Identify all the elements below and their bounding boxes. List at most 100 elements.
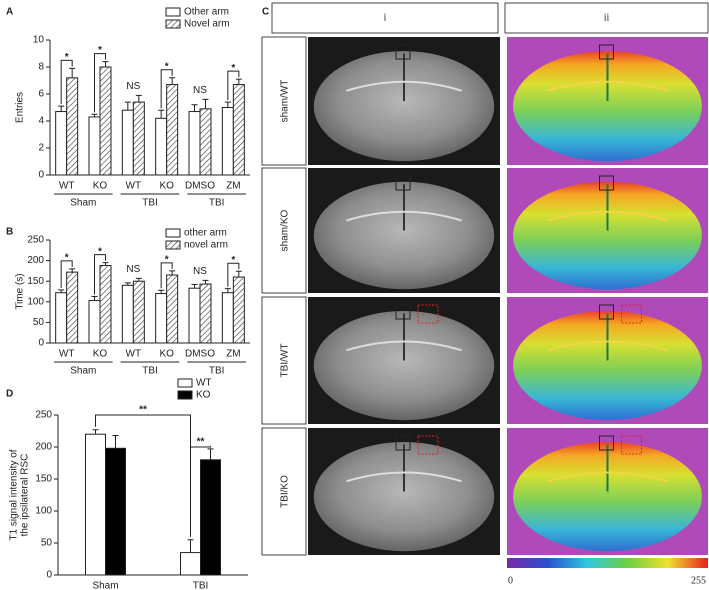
y-tick-label: 250 (27, 235, 44, 246)
bar (199, 283, 212, 344)
significance-bracket (227, 262, 240, 287)
y-axis-label: Time (s) (15, 273, 26, 309)
x-tick-label: ZM (226, 349, 240, 360)
bar (105, 447, 126, 576)
error-bar (58, 105, 65, 112)
roi-box (599, 44, 614, 60)
error-bar (92, 429, 99, 435)
ventricle (546, 340, 669, 352)
error-bar (91, 295, 98, 301)
row-label: TBI/KO (280, 475, 291, 508)
error-bar (135, 277, 142, 282)
column-header: ii (604, 12, 610, 23)
error-bar (112, 434, 119, 449)
y-tick-label: 200 (27, 255, 44, 266)
y-tick-label: 8 (38, 62, 44, 73)
significance-bracket (190, 445, 211, 537)
x-tick-label: Sham (92, 581, 118, 590)
legend-label: Novel arm (184, 19, 230, 30)
significance-label: * (165, 255, 169, 266)
error-bar (158, 289, 165, 294)
group-label: TBI (142, 366, 158, 377)
bar (166, 274, 179, 344)
y-tick-label: 150 (35, 474, 52, 485)
brain-slice (313, 181, 495, 290)
significance-bracket (94, 53, 106, 113)
group-label: TBI (209, 366, 225, 377)
ventricle (346, 340, 462, 352)
significance-label: NS (193, 266, 207, 277)
bar (232, 84, 245, 176)
error-bar (102, 262, 109, 266)
bar (200, 459, 221, 576)
significance-bracket (60, 59, 73, 105)
row-label-box (261, 296, 307, 425)
significance-label: * (65, 52, 69, 63)
x-tick-label: WT (59, 181, 75, 192)
x-tick-label: DMSO (185, 181, 215, 192)
row-label-box (261, 167, 307, 294)
legend-label: other arm (184, 228, 227, 239)
ventricle (546, 471, 669, 483)
significance-bracket (60, 260, 73, 288)
lesion-roi-box (621, 435, 642, 455)
bar (55, 111, 68, 176)
y-tick-label: 50 (33, 317, 45, 328)
row-label: TBI/WT (280, 344, 291, 378)
bar (88, 300, 101, 344)
significance-label: ** (139, 405, 147, 416)
y-tick-label: 50 (41, 538, 53, 549)
ventricle (346, 210, 462, 222)
group-label: TBI (142, 198, 158, 209)
significance-label: NS (193, 85, 207, 96)
x-tick-label: KO (93, 181, 108, 192)
column-header: i (384, 12, 387, 23)
colorbar-min: 0 (508, 575, 513, 586)
bar (132, 101, 145, 176)
significance-label: * (231, 255, 235, 266)
roi-box (395, 304, 411, 320)
y-tick-label: 250 (35, 410, 52, 421)
y-tick-label: 100 (27, 296, 44, 307)
x-tick-label: DMSO (185, 349, 215, 360)
bar (88, 116, 101, 176)
error-bar (207, 448, 214, 460)
legend-swatch (165, 19, 181, 29)
significance-label: * (231, 63, 235, 74)
brain-slice (313, 310, 495, 421)
significance-bracket (160, 262, 173, 289)
roi-box (395, 44, 411, 60)
bar (99, 66, 112, 176)
x-tick-label: KO (93, 349, 108, 360)
row-label-box (261, 36, 307, 166)
row-label: sham/WT (280, 80, 291, 123)
y-tick-label: 0 (38, 338, 44, 349)
group-label: TBI (209, 198, 225, 209)
bar (121, 284, 134, 344)
column-header-box (271, 2, 499, 34)
bar (155, 117, 168, 176)
error-bar (187, 539, 194, 553)
bar (132, 280, 145, 344)
legend-swatch (165, 228, 181, 238)
x-tick-label: KO (159, 181, 174, 192)
brain-slice (513, 310, 702, 421)
brain-slice (313, 441, 495, 552)
panel-label: C (262, 7, 269, 18)
error-bar (235, 270, 242, 278)
error-bar (202, 98, 209, 109)
error-bar (169, 270, 176, 276)
bar (199, 108, 212, 176)
lesion-roi-box (621, 304, 642, 324)
bar (188, 111, 201, 176)
brain-slice (313, 51, 495, 162)
y-tick-label: 200 (35, 442, 52, 453)
y-tick-label: 4 (38, 116, 44, 127)
significance-label: ** (197, 437, 205, 448)
panel-label: A (6, 7, 13, 18)
error-bar (69, 67, 76, 78)
legend-swatch (177, 378, 193, 388)
y-tick-label: 10 (33, 35, 45, 46)
error-bar (69, 268, 76, 273)
